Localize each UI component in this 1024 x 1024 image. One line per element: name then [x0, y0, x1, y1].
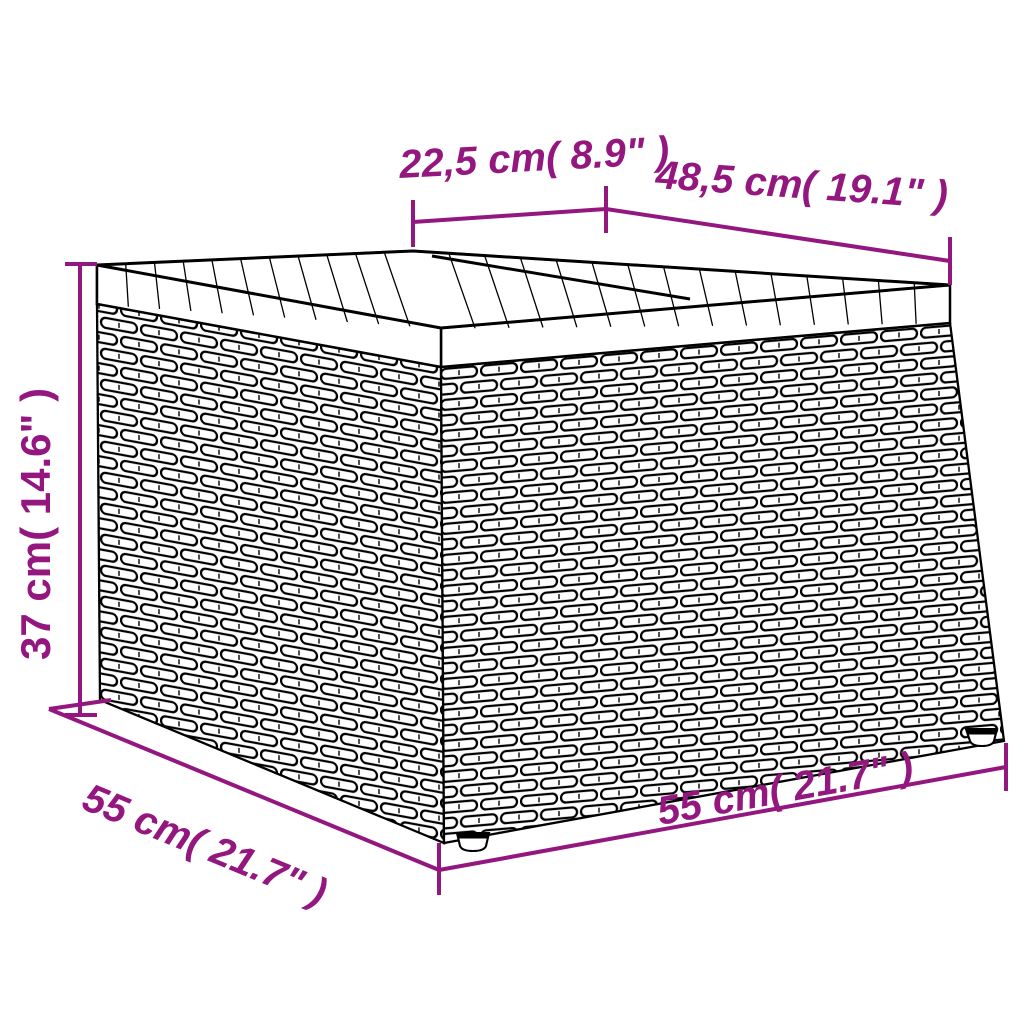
svg-text:37 cm( 14.6" ): 37 cm( 14.6" ): [12, 388, 59, 660]
